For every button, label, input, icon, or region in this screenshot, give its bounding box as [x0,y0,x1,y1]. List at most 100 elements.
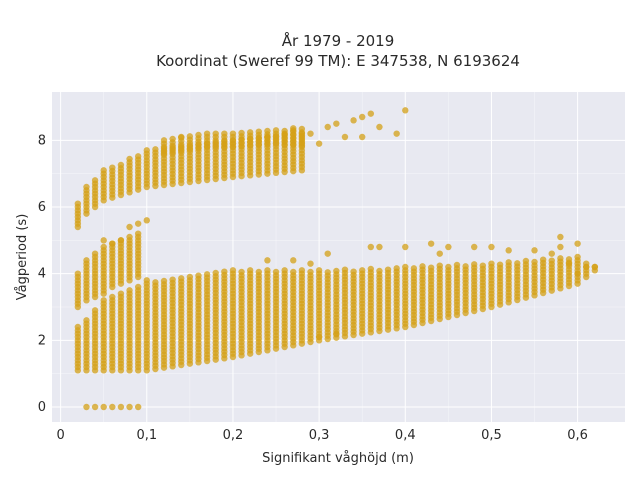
data-point [531,247,538,254]
data-point [376,243,383,251]
data-point [376,123,383,131]
data-point [152,146,159,153]
data-point [522,257,530,265]
data-point [238,129,245,137]
data-point [479,262,487,269]
data-point [402,107,409,114]
data-point [117,237,125,244]
data-point [126,223,133,231]
data-point [91,177,99,184]
data-point [143,277,150,284]
data-point [272,127,280,134]
data-point [471,243,478,251]
data-point [186,273,194,281]
data-point [195,272,202,279]
data-point [436,262,443,269]
data-point [83,183,90,191]
data-point [264,127,271,135]
data-point [324,269,331,276]
data-point [557,255,564,262]
data-point [324,123,331,131]
y-axis-label: Vågperiod (s) [15,214,30,301]
data-point [298,267,306,274]
data-point [126,233,133,241]
data-point [203,130,211,137]
data-point [333,267,340,275]
data-point [238,268,245,276]
data-point [591,263,599,271]
data-point [341,133,349,141]
data-point [169,276,176,283]
data-point [384,266,392,273]
x-tick-label: 0,4 [395,428,416,443]
data-point [350,268,357,275]
data-point [315,267,323,274]
data-point [117,403,125,411]
data-point [402,263,409,271]
x-tick-label: 0,1 [136,428,157,443]
data-point [134,283,142,291]
data-point [229,267,237,274]
data-point [229,130,237,137]
data-point [290,127,297,134]
data-point [100,237,107,244]
data-point [100,167,107,174]
data-point [109,240,116,247]
data-point [160,137,168,144]
data-point [281,130,288,137]
data-point [574,253,581,261]
data-point [100,243,107,251]
data-point [264,267,271,274]
data-point [178,133,185,141]
data-point [333,330,340,337]
x-tick-label: 0,6 [567,428,588,443]
data-point [83,403,90,411]
chart-title-line1: År 1979 - 2019 [282,31,395,50]
y-tick-label: 8 [38,133,46,148]
data-point [315,333,323,341]
data-point [143,217,150,224]
data-point [583,263,590,271]
data-point [74,270,82,277]
data-point [488,260,495,267]
data-point [367,243,375,251]
data-point [548,250,555,257]
data-point [221,130,228,137]
data-point [83,317,90,324]
data-point [212,269,219,277]
data-point [126,155,133,163]
data-point [367,265,375,273]
data-point [126,403,133,411]
x-tick-label: 0,3 [309,428,330,443]
x-tick-label: 0 [56,428,64,443]
data-point [126,287,133,294]
data-point [393,130,400,137]
data-point [91,403,99,411]
data-point [307,260,314,267]
data-point [358,133,366,141]
x-tick-label: 0,5 [481,428,502,443]
data-point [350,117,357,124]
data-point [298,125,306,133]
data-point [134,230,142,237]
data-point [488,243,495,251]
data-point [557,233,564,241]
data-point [169,135,176,143]
data-point [152,279,159,286]
data-point [100,297,107,304]
data-points [74,107,599,411]
data-point [134,403,142,411]
data-point [290,257,297,264]
data-point [109,403,116,411]
data-point [221,268,228,275]
data-point [462,263,469,270]
data-point [333,120,340,127]
data-point [264,257,271,264]
data-point [531,258,538,266]
data-point [565,260,573,267]
y-axis-ticks: 0 2 4 6 8 [38,133,46,415]
data-point [505,247,512,254]
data-point [324,250,331,257]
y-tick-label: 0 [38,400,46,415]
data-point [341,266,349,273]
